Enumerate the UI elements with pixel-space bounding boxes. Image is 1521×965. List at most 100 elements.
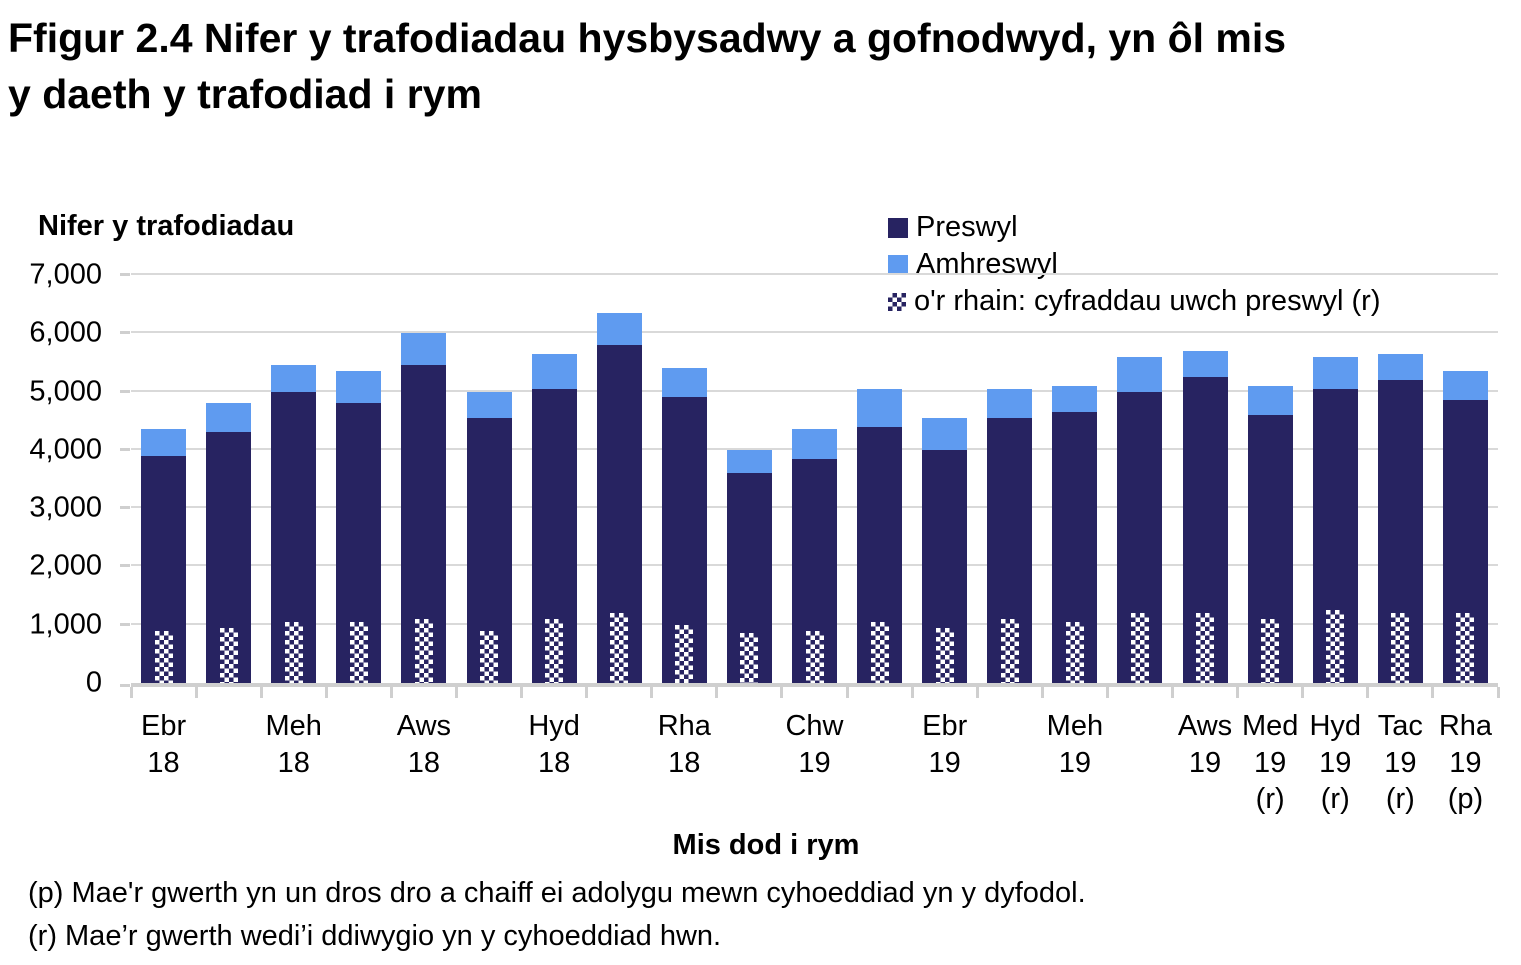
bar-amhreswyl bbox=[857, 388, 903, 427]
bar-amhreswyl bbox=[1442, 371, 1488, 401]
x-category-label: Aws 18 bbox=[359, 708, 489, 781]
bar-amhreswyl bbox=[466, 391, 512, 418]
bar-amhreswyl bbox=[336, 371, 382, 404]
bar-amhreswyl bbox=[792, 429, 837, 459]
x-category-label-line: Ebr bbox=[140, 710, 187, 742]
x-category-label-line: Chw bbox=[785, 710, 844, 742]
x-category-label-line: (r) bbox=[1320, 783, 1350, 815]
y-axis-tick bbox=[120, 447, 130, 451]
x-category-label: Rha 18 bbox=[619, 708, 749, 781]
y-tick-label: 6,000 bbox=[29, 316, 102, 349]
x-category-label: Aws 19 bbox=[1140, 708, 1270, 781]
x-category-label-line: 19 bbox=[1254, 746, 1287, 779]
legend-label-preswyl: Preswyl bbox=[916, 211, 1018, 243]
x-category-label: Rha 19 (p) bbox=[1400, 708, 1521, 818]
x-axis-tick bbox=[1236, 687, 1240, 698]
y-tick-label: 7,000 bbox=[29, 258, 102, 291]
x-category-label-line: Rha bbox=[1438, 710, 1493, 742]
x-category-label-line: Rha bbox=[657, 710, 711, 742]
x-axis-tick bbox=[1366, 687, 1370, 698]
x-category-label: Hyd 18 bbox=[489, 708, 619, 781]
x-axis-tick bbox=[975, 687, 979, 698]
x-category-label: Chw 19 bbox=[750, 708, 880, 781]
plot-area bbox=[120, 273, 1500, 698]
legend: Preswyl Amhreswyl o'r rhain: cyfraddau u… bbox=[888, 209, 1380, 320]
bar-amhreswyl bbox=[401, 333, 447, 366]
x-category-label-line: Meh bbox=[1046, 710, 1104, 742]
bar-amhreswyl bbox=[1117, 356, 1163, 392]
legend-swatch-preswyl-icon bbox=[888, 217, 908, 238]
legend-swatch-uwch-preswyl-icon bbox=[888, 292, 906, 311]
x-axis-tick bbox=[1431, 687, 1435, 698]
x-axis-tick bbox=[1105, 687, 1109, 698]
x-category-label-line: Aws bbox=[396, 710, 452, 742]
x-axis-tick bbox=[520, 687, 524, 698]
x-axis-tick bbox=[1040, 687, 1044, 698]
x-category-label-line: Hyd bbox=[1309, 710, 1362, 742]
bar-uwch-preswyl bbox=[935, 627, 954, 683]
x-axis-tick bbox=[585, 687, 589, 698]
x-category-label-line: 19 bbox=[928, 746, 961, 779]
legend-item-preswyl: Preswyl bbox=[888, 209, 1380, 246]
bar-amhreswyl bbox=[1247, 385, 1293, 415]
x-category-label-line: Hyd bbox=[528, 710, 580, 742]
bar-amhreswyl bbox=[1377, 353, 1423, 380]
bar-uwch-preswyl bbox=[610, 613, 629, 683]
bar-amhreswyl bbox=[206, 403, 252, 433]
x-category-label: Hyd 19 (r) bbox=[1270, 708, 1400, 818]
x-category-label-line: 18 bbox=[407, 746, 441, 779]
x-category-label-line: 18 bbox=[147, 746, 180, 779]
y-axis-tick bbox=[120, 389, 130, 393]
x-category-label: Ebr 18 bbox=[99, 708, 229, 781]
gridline bbox=[131, 273, 1498, 275]
x-axis-tick bbox=[1171, 687, 1175, 698]
x-axis-tick bbox=[780, 687, 784, 698]
bar-uwch-preswyl bbox=[545, 618, 564, 683]
bar-uwch-preswyl bbox=[675, 624, 694, 683]
footnote-p: (p) Mae'r gwerth yn un dros dro a chaiff… bbox=[28, 877, 1086, 909]
legend-label-uwch-preswyl: o'r rhain: cyfraddau uwch preswyl (r) bbox=[914, 285, 1381, 317]
bar-uwch-preswyl bbox=[219, 627, 238, 683]
bar-amhreswyl bbox=[596, 312, 642, 345]
bar-amhreswyl bbox=[987, 388, 1033, 418]
bar-amhreswyl bbox=[726, 449, 772, 474]
page-title-line2: y daeth y trafodiad i rym bbox=[8, 71, 482, 117]
legend-item-uwch-preswyl: o'r rhain: cyfraddau uwch preswyl (r) bbox=[888, 283, 1380, 320]
x-category-label-line: 19 bbox=[1384, 746, 1417, 779]
bar-uwch-preswyl bbox=[1326, 610, 1345, 683]
x-category-label-line: 19 bbox=[1449, 746, 1482, 779]
bar-amhreswyl bbox=[922, 417, 968, 450]
bar-uwch-preswyl bbox=[1065, 621, 1084, 683]
x-axis-tick bbox=[454, 687, 458, 698]
x-category-label-line: Med bbox=[1241, 710, 1299, 742]
x-axis-tick bbox=[650, 687, 654, 698]
x-category-label: Meh 18 bbox=[229, 708, 359, 781]
x-category-label-line: Meh bbox=[265, 710, 322, 742]
legend-swatch-amhreswyl-icon bbox=[888, 254, 908, 275]
bar-amhreswyl bbox=[271, 365, 317, 392]
y-axis-title: Nifer y trafodiadau bbox=[38, 210, 295, 242]
x-axis-tick bbox=[389, 687, 393, 698]
x-axis-tick bbox=[129, 687, 133, 698]
x-axis-title: Mis dod i rym bbox=[672, 829, 860, 861]
x-category-label-line: 19 bbox=[798, 746, 831, 779]
x-category-label-line: (r) bbox=[1385, 783, 1415, 815]
x-category-label-line: Tac bbox=[1377, 710, 1423, 742]
bar-uwch-preswyl bbox=[740, 633, 759, 683]
x-axis-tick bbox=[324, 687, 328, 698]
y-tick-label: 2,000 bbox=[29, 549, 102, 582]
bar-amhreswyl bbox=[1182, 350, 1228, 377]
bar-uwch-preswyl bbox=[1130, 613, 1149, 683]
bar-uwch-preswyl bbox=[1000, 618, 1019, 683]
x-category-label: Meh 19 bbox=[1010, 708, 1140, 781]
bar-amhreswyl bbox=[661, 368, 707, 398]
x-category-label-line: 19 bbox=[1188, 746, 1222, 779]
page-title-line1: Ffigur 2.4 Nifer y trafodiadau hysbysadw… bbox=[8, 15, 1287, 61]
x-axis-tick bbox=[259, 687, 263, 698]
x-category-label-line: 18 bbox=[277, 746, 310, 779]
x-axis-tick bbox=[194, 687, 198, 698]
bar-uwch-preswyl bbox=[349, 621, 368, 683]
footnote-r: (r) Mae’r gwerth wedi’i ddiwygio yn y cy… bbox=[28, 919, 722, 952]
bar-uwch-preswyl bbox=[1261, 618, 1280, 683]
